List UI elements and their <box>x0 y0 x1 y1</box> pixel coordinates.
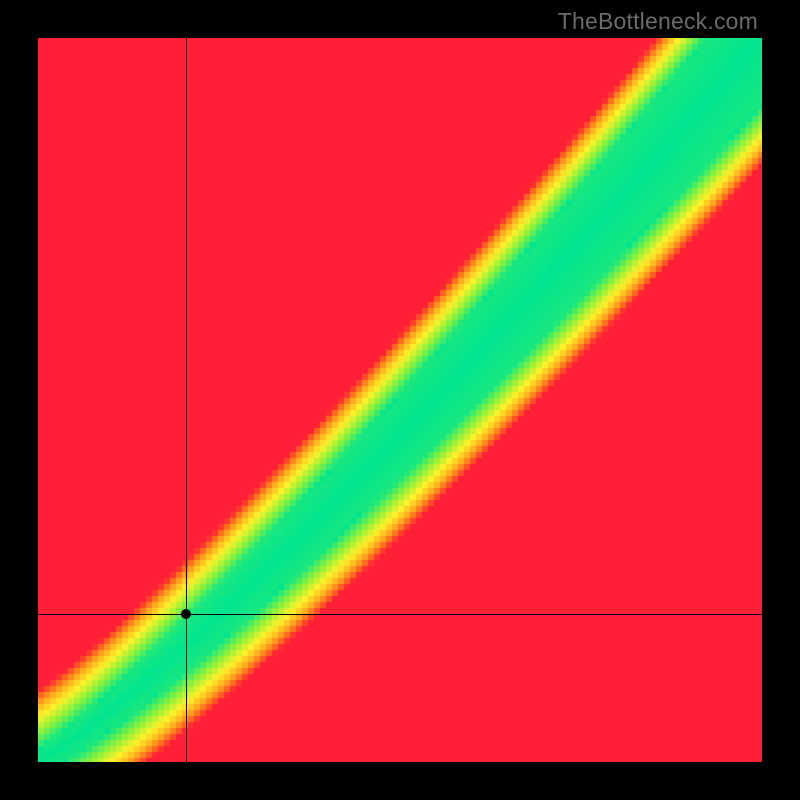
crosshair-horizontal <box>38 614 762 615</box>
selection-marker <box>181 609 191 619</box>
heatmap-canvas <box>38 38 762 762</box>
watermark-text: TheBottleneck.com <box>558 8 758 35</box>
bottleneck-heatmap-plot <box>38 38 762 762</box>
crosshair-vertical <box>186 38 187 762</box>
